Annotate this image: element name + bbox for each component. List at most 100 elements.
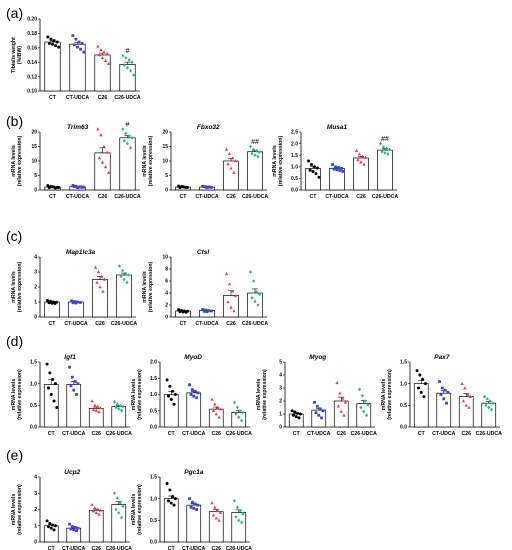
x-category-label: CT-UDCA	[307, 431, 331, 437]
bar	[88, 509, 104, 543]
x-category-label: CT	[180, 321, 188, 327]
data-point-c26	[98, 406, 103, 410]
data-point-ct	[184, 310, 188, 314]
data-point-ct	[51, 377, 55, 381]
data-point-c26-udca	[253, 153, 257, 157]
data-point-ct-udca	[193, 389, 197, 393]
data-point-ct	[166, 499, 170, 503]
x-category-label: CT	[48, 546, 56, 550]
data-point-c26	[336, 404, 341, 408]
data-point-ct-udca	[79, 301, 82, 304]
x-category-label: CT	[49, 321, 57, 327]
x-category-label: CT	[310, 194, 318, 200]
data-point-c26-udca	[121, 504, 125, 509]
x-category-label: CT-UDCA	[62, 431, 86, 437]
data-point-c26	[95, 280, 99, 284]
y-axis-label: Tibialis weight(%IBW)	[11, 37, 23, 73]
data-point-ct-udca	[75, 529, 78, 533]
data-point-ct-udca	[70, 299, 73, 303]
data-point-c26-udca	[383, 151, 387, 155]
data-point-ct	[53, 302, 57, 305]
data-point-c26-udca	[115, 402, 119, 407]
data-point-c26	[211, 408, 216, 413]
data-point-ct-udca	[82, 185, 86, 189]
data-point-c26-udca	[112, 491, 117, 496]
data-point-ct	[415, 369, 419, 373]
data-point-c26-udca	[123, 271, 128, 276]
data-point-c26-udca	[122, 63, 126, 67]
chart-title: Fbxo32	[197, 124, 220, 131]
significance-mark: #	[126, 48, 130, 55]
data-point-ct	[173, 497, 177, 501]
data-point-ct-udca	[190, 500, 194, 504]
x-category-label: CT-UDCA	[66, 95, 90, 101]
data-point-c26-udca	[132, 73, 136, 77]
data-point-c26	[362, 162, 366, 166]
data-point-ct	[47, 41, 51, 45]
data-point-ct	[49, 526, 53, 530]
data-point-ct-udca	[69, 384, 73, 388]
data-point-ct-udca	[192, 506, 196, 510]
data-point-ct-udca	[315, 404, 319, 408]
data-point-ct	[54, 44, 58, 48]
data-point-ct	[48, 371, 52, 375]
y-tick-label: 1	[34, 523, 37, 529]
y-tick-label: 4	[279, 373, 282, 379]
data-point-ct	[297, 416, 301, 420]
data-point-c26-udca	[248, 144, 253, 149]
chart-title: Ctsl	[197, 249, 209, 256]
data-point-ct-udca	[317, 413, 321, 417]
data-point-ct-udca	[70, 375, 74, 379]
data-point-c26-udca	[366, 403, 370, 407]
y-tick-label: 2	[165, 303, 168, 309]
x-category-label: C26	[91, 546, 101, 550]
data-point-c26-udca	[114, 405, 118, 410]
chart-title: Map1lc3a	[66, 249, 96, 256]
y-tick-label: 10	[31, 159, 37, 165]
data-point-c26-udca	[118, 403, 122, 408]
data-point-ct-udca	[72, 388, 76, 392]
data-point-c26	[91, 509, 96, 513]
x-category-label: C26	[91, 431, 101, 437]
data-point-ct-udca	[82, 50, 86, 54]
data-point-c26-udca	[251, 147, 256, 152]
data-point-c26	[461, 399, 466, 403]
data-point-ct-udca	[207, 185, 210, 189]
data-point-c26-udca	[235, 405, 239, 410]
x-category-label: CT-UDCA	[195, 321, 219, 327]
data-point-c26-udca	[378, 141, 383, 146]
data-point-ct-udca	[338, 169, 342, 172]
x-category-label: CT	[168, 431, 176, 437]
y-tick-label: 0	[34, 188, 37, 194]
data-point-c26	[90, 502, 94, 506]
bar	[163, 498, 179, 543]
data-point-ct	[317, 175, 321, 179]
data-point-c26-udca	[121, 404, 125, 409]
data-point-ct-udca	[73, 380, 77, 383]
x-category-label: C26-UDCA	[226, 431, 252, 437]
data-point-c26-udca	[117, 264, 122, 268]
data-point-ct	[49, 37, 53, 41]
data-point-c26-udca	[234, 515, 238, 519]
x-category-label: CT-UDCA	[64, 321, 88, 327]
bar	[333, 400, 349, 428]
panel-label: (c)	[6, 228, 22, 244]
data-point-ct	[298, 412, 302, 416]
y-tick-label: 0.14	[27, 60, 37, 66]
data-point-ct-udca	[76, 186, 79, 190]
data-point-ct	[51, 185, 54, 189]
y-tick-label: 1.5	[400, 360, 407, 366]
data-point-ct	[293, 410, 297, 414]
data-point-ct-udca	[189, 393, 193, 396]
data-point-ct	[47, 186, 51, 190]
data-point-c26	[97, 410, 101, 414]
bar	[186, 504, 202, 543]
data-point-ct	[168, 384, 172, 388]
y-tick-label: 0.0	[150, 540, 157, 546]
x-category-label: C26	[211, 431, 221, 437]
significance-mark: ##	[381, 136, 389, 143]
x-category-label: C26	[98, 95, 108, 101]
data-point-ct-udca	[443, 388, 447, 392]
data-point-c26-udca	[250, 296, 254, 300]
bar	[223, 160, 239, 191]
